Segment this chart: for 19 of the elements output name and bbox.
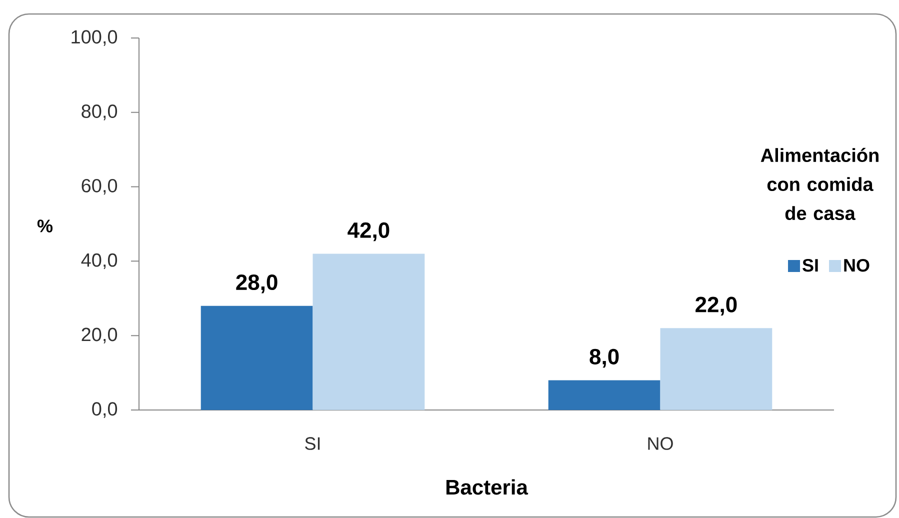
y-tick-label: 80,0: [82, 104, 118, 120]
bar: [548, 380, 660, 410]
bar: [660, 328, 772, 410]
y-tick-label: 100,0: [72, 30, 118, 46]
data-label: 8,0: [590, 348, 619, 368]
data-label: 42,0: [348, 222, 390, 242]
y-tick-label: 0,0: [92, 402, 118, 418]
legend-label: NO: [844, 258, 870, 272]
y-axis-title: %: [37, 220, 53, 232]
bar: [200, 306, 313, 410]
y-tick-label: 20,0: [82, 328, 118, 344]
y-tick-label: 40,0: [81, 253, 118, 270]
data-label: 28,0: [236, 274, 278, 294]
legend-title: Alimentación con comida de casa: [760, 148, 878, 220]
legend-label: SI: [802, 258, 818, 272]
y-tick-label: 60,0: [82, 178, 118, 195]
x-axis-title: Bacteria: [446, 479, 528, 495]
bar: [312, 254, 425, 410]
data-label: 22,0: [696, 296, 737, 316]
